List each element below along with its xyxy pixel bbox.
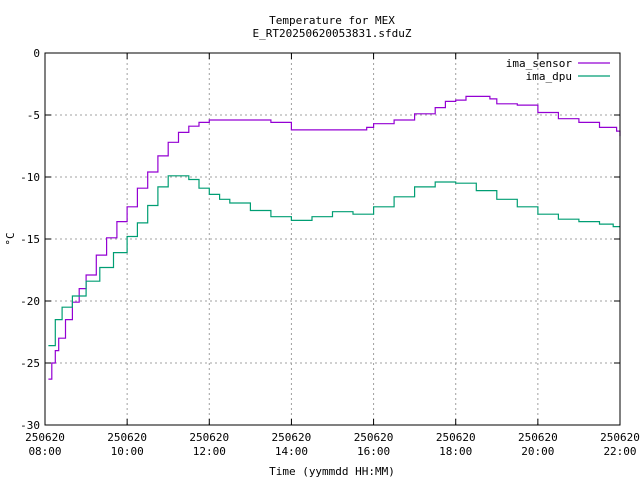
x-tick-label-time: 14:00	[275, 445, 308, 458]
y-axis-label: °C	[4, 232, 17, 245]
chart-subtitle: E_RT20250620053831.sfduZ	[253, 27, 412, 40]
x-tick-label-time: 08:00	[28, 445, 61, 458]
x-tick-label-time: 16:00	[357, 445, 390, 458]
x-tick-label-date: 250620	[25, 431, 65, 444]
y-tick-label: -10	[20, 171, 40, 184]
plot-frame	[44, 52, 621, 426]
x-tick-label-date: 250620	[107, 431, 147, 444]
series-line-ima_dpu	[48, 175, 620, 347]
x-tick-label-time: 18:00	[439, 445, 472, 458]
x-tick-label-time: 10:00	[111, 445, 144, 458]
x-tick-label-date: 250620	[600, 431, 640, 444]
x-axis-label: Time (yymmdd HH:MM)	[269, 465, 395, 478]
y-tick-label: -25	[20, 357, 40, 370]
series-line-ima_sensor	[48, 95, 621, 380]
x-tick-label-time: 12:00	[193, 445, 226, 458]
x-tick-label-date: 250620	[189, 431, 229, 444]
y-tick-label: -5	[27, 109, 40, 122]
x-tick-label-date: 250620	[354, 431, 394, 444]
x-tick-label-date: 250620	[518, 431, 558, 444]
x-tick-label-time: 20:00	[521, 445, 554, 458]
y-tick-label: -30	[20, 419, 40, 432]
x-tick-label-date: 250620	[436, 431, 476, 444]
y-tick-label: -15	[20, 233, 40, 246]
chart-title: Temperature for MEX	[269, 14, 395, 27]
legend-label-ima_sensor: ima_sensor	[506, 57, 573, 70]
y-tick-label: 0	[33, 47, 40, 60]
axes: 0-5-10-15-20-25-3025062008:0025062010:00…	[20, 47, 640, 458]
x-tick-label-date: 250620	[272, 431, 312, 444]
legend-label-ima_dpu: ima_dpu	[526, 70, 572, 83]
grid	[45, 53, 620, 425]
y-tick-label: -20	[20, 295, 40, 308]
series-layer	[48, 95, 621, 380]
x-tick-label-time: 22:00	[603, 445, 636, 458]
